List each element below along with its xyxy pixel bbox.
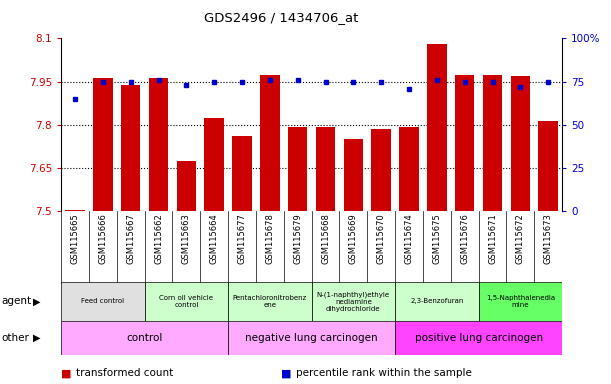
Text: GSM115671: GSM115671 bbox=[488, 214, 497, 264]
Text: GSM115662: GSM115662 bbox=[154, 214, 163, 264]
Bar bbox=[61, 282, 145, 321]
Bar bbox=[427, 43, 447, 211]
Text: N-(1-naphthyl)ethyle
nediamine
dihydrochloride: N-(1-naphthyl)ethyle nediamine dihydroch… bbox=[316, 291, 390, 312]
Bar bbox=[177, 161, 196, 211]
Text: GSM115669: GSM115669 bbox=[349, 214, 358, 264]
Bar bbox=[478, 282, 562, 321]
Text: GSM115673: GSM115673 bbox=[544, 214, 553, 264]
Text: agent: agent bbox=[1, 296, 31, 306]
Text: GSM115679: GSM115679 bbox=[293, 214, 302, 264]
Bar bbox=[228, 321, 395, 355]
Bar bbox=[483, 75, 502, 211]
Bar bbox=[145, 282, 228, 321]
Text: percentile rank within the sample: percentile rank within the sample bbox=[296, 368, 472, 378]
Bar bbox=[400, 127, 419, 211]
Text: 1,5-Naphthalenedia
mine: 1,5-Naphthalenedia mine bbox=[486, 295, 555, 308]
Text: ■: ■ bbox=[281, 368, 291, 378]
Text: GSM115665: GSM115665 bbox=[70, 214, 79, 264]
Bar bbox=[93, 78, 112, 211]
Bar bbox=[65, 210, 85, 211]
Text: ■: ■ bbox=[61, 368, 71, 378]
Text: control: control bbox=[126, 333, 163, 343]
Bar bbox=[288, 127, 307, 211]
Text: other: other bbox=[1, 333, 29, 343]
Text: GSM115670: GSM115670 bbox=[377, 214, 386, 264]
Text: GSM115678: GSM115678 bbox=[265, 214, 274, 264]
Bar bbox=[455, 75, 474, 211]
Text: ▶: ▶ bbox=[33, 333, 40, 343]
Text: GSM115668: GSM115668 bbox=[321, 214, 330, 264]
Bar bbox=[260, 75, 280, 211]
Bar bbox=[316, 127, 335, 211]
Bar bbox=[312, 282, 395, 321]
Text: GSM115667: GSM115667 bbox=[126, 214, 135, 264]
Text: GSM115675: GSM115675 bbox=[433, 214, 441, 264]
Bar bbox=[61, 321, 228, 355]
Text: GSM115672: GSM115672 bbox=[516, 214, 525, 264]
Bar bbox=[395, 282, 478, 321]
Text: GSM115666: GSM115666 bbox=[98, 214, 108, 264]
Bar bbox=[343, 139, 363, 211]
Text: Pentachloronitrobenz
ene: Pentachloronitrobenz ene bbox=[233, 295, 307, 308]
Text: 2,3-Benzofuran: 2,3-Benzofuran bbox=[410, 298, 464, 305]
Text: Feed control: Feed control bbox=[81, 298, 125, 305]
Bar bbox=[232, 136, 252, 211]
Bar bbox=[538, 121, 558, 211]
Bar bbox=[511, 76, 530, 211]
Bar bbox=[149, 78, 168, 211]
Text: Corn oil vehicle
control: Corn oil vehicle control bbox=[159, 295, 213, 308]
Text: ▶: ▶ bbox=[33, 296, 40, 306]
Bar bbox=[205, 118, 224, 211]
Text: positive lung carcinogen: positive lung carcinogen bbox=[414, 333, 543, 343]
Text: GSM115676: GSM115676 bbox=[460, 214, 469, 264]
Text: GSM115677: GSM115677 bbox=[238, 214, 246, 264]
Bar bbox=[228, 282, 312, 321]
Text: transformed count: transformed count bbox=[76, 368, 174, 378]
Text: GSM115674: GSM115674 bbox=[404, 214, 414, 264]
Text: GSM115663: GSM115663 bbox=[182, 214, 191, 264]
Text: GSM115664: GSM115664 bbox=[210, 214, 219, 264]
Bar bbox=[371, 129, 391, 211]
Bar bbox=[121, 85, 141, 211]
Text: negative lung carcinogen: negative lung carcinogen bbox=[245, 333, 378, 343]
Bar bbox=[395, 321, 562, 355]
Text: GDS2496 / 1434706_at: GDS2496 / 1434706_at bbox=[204, 12, 358, 25]
